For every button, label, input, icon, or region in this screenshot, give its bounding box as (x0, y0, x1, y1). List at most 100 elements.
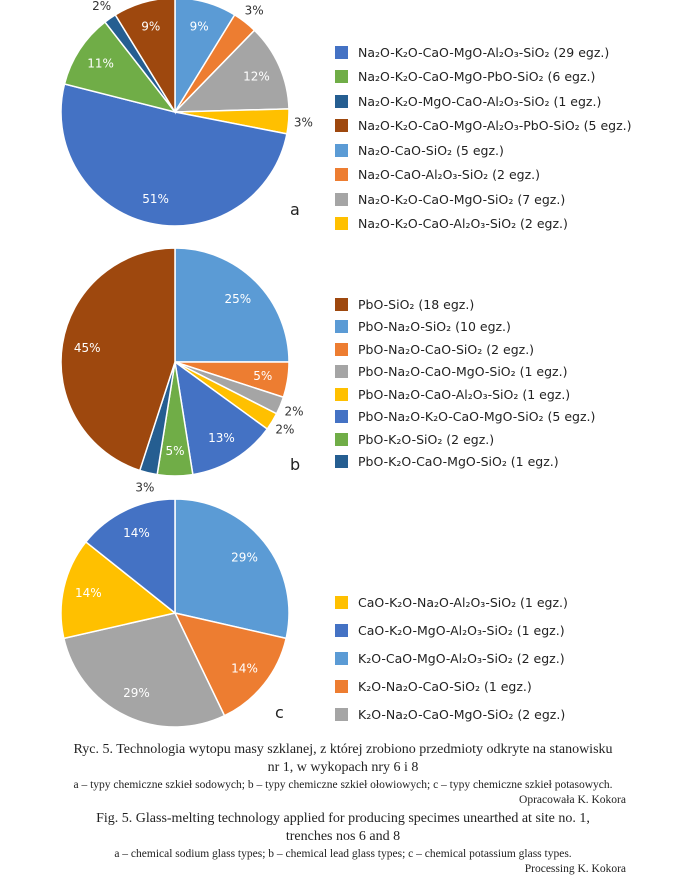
pie-charts: 9% 3% 12% 3% 51% 11% 2% 9% a 25% 5% 2% 2% 13% 5% 3% 45% b… (60, 0, 313, 728)
legend-swatch (335, 387, 348, 401)
legend-item: K₂O-CaO-MgO-Al₂O₃-SiO₂ (2 egz.) (335, 644, 568, 672)
legend-swatch (335, 45, 348, 59)
legend-item: PbO-Na₂O-CaO-SiO₂ (2 egz.) (335, 338, 595, 361)
pie-data-label: 12% (243, 69, 270, 83)
legend-swatch (335, 320, 348, 334)
legend-item: K₂O-Na₂O-CaO-SiO₂ (1 egz.) (335, 672, 568, 700)
legend-label: Na₂O-CaO-Al₂O₃-SiO₂ (2 egz.) (358, 167, 540, 183)
pie-slice (60, 247, 176, 472)
pie-data-label: 5% (253, 369, 272, 383)
pie-slice (62, 612, 226, 728)
pie-data-label: 45% (74, 341, 101, 355)
legend-swatch (335, 342, 348, 356)
legend-label: Na₂O-K₂O-CaO-MgO-PbO-SiO₂ (6 egz.) (358, 69, 596, 85)
legend-item: Na₂O-K₂O-CaO-MgO-PbO-SiO₂ (6 egz.) (335, 65, 632, 90)
legend-label: PbO-Na₂O-CaO-Al₂O₃-SiO₂ (1 egz.) (358, 386, 571, 402)
pie-data-label: 14% (231, 661, 258, 675)
pie-data-label: 5% (165, 444, 184, 458)
legend-item: PbO-Na₂O-SiO₂ (10 egz.) (335, 316, 595, 339)
legend-label: Na₂O-K₂O-CaO-Al₂O₃-SiO₂ (2 egz.) (358, 216, 568, 232)
legend-label: CaO-K₂O-MgO-Al₂O₃-SiO₂ (1 egz.) (358, 622, 565, 638)
caption-pl-credit: Opracowała K. Kokora (519, 794, 626, 806)
legend-b: PbO-SiO₂ (18 egz.) PbO-Na₂O-SiO₂ (10 egz.… (335, 293, 595, 473)
legend-item: PbO-Na₂O-K₂O-CaO-MgO-SiO₂ (5 egz.) (335, 406, 595, 429)
legend-swatch (335, 623, 348, 637)
pie-slice (174, 498, 290, 640)
legend-swatch (335, 707, 348, 721)
legend-label: K₂O-Na₂O-CaO-SiO₂ (1 egz.) (358, 678, 532, 694)
pie-data-label: 51% (142, 192, 169, 206)
legend-label: Na₂O-K₂O-CaO-MgO-Al₂O₃-PbO-SiO₂ (5 egz.) (358, 118, 632, 134)
legend-swatch (335, 651, 348, 665)
caption-pl-title-1: Ryc. 5. Technologia wytopu masy szklanej… (73, 742, 613, 757)
pie-slice (173, 611, 288, 717)
pie-data-label: 29% (123, 686, 150, 700)
pie-slice (173, 29, 290, 113)
pie-slice (60, 83, 288, 227)
legend-item: Na₂O-K₂O-CaO-Al₂O₃-SiO₂ (2 egz.) (335, 212, 632, 237)
legend-swatch (335, 217, 348, 231)
legend-a: Na₂O-K₂O-CaO-MgO-Al₂O₃-SiO₂ (29 egz.) Na₂… (335, 40, 632, 236)
pie-data-label: 11% (87, 56, 114, 70)
panel-label: c (275, 703, 284, 722)
legend-label: PbO-SiO₂ (18 egz.) (358, 296, 475, 312)
legend-swatch (335, 143, 348, 157)
legend-item: Na₂O-K₂O-CaO-MgO-Al₂O₃-SiO₂ (29 egz.) (335, 40, 632, 65)
legend-label: PbO-Na₂O-SiO₂ (10 egz.) (358, 319, 511, 335)
legend-swatch (335, 168, 348, 182)
pie-data-label: 29% (231, 551, 258, 565)
legend-label: Na₂O-K₂O-CaO-MgO-SiO₂ (7 egz.) (358, 191, 566, 207)
pie-data-label: 2% (284, 404, 303, 418)
legend-swatch (335, 94, 348, 108)
pie-data-label: 9% (141, 19, 160, 33)
legend-item: PbO-Na₂O-CaO-MgO-SiO₂ (1 egz.) (335, 361, 595, 384)
legend-swatch (335, 70, 348, 84)
pie-slice (174, 247, 290, 363)
panel-label: b (290, 455, 300, 474)
pie-data-label: 14% (123, 526, 150, 540)
caption-pl-title-2: nr 1, w wykopach nry 6 i 8 (267, 760, 419, 775)
legend-label: PbO-Na₂O-K₂O-CaO-MgO-SiO₂ (5 egz.) (358, 409, 596, 425)
legend-item: PbO-K₂O-SiO₂ (2 egz.) (335, 428, 595, 451)
legend-label: Na₂O-CaO-SiO₂ (5 egz.) (358, 142, 504, 158)
pie-slice (114, 0, 176, 115)
caption-en-title-2: trenches nos 6 and 8 (285, 829, 401, 844)
legend-swatch (335, 119, 348, 133)
legend-swatch (335, 455, 348, 469)
legend-label: Na₂O-K₂O-CaO-MgO-Al₂O₃-SiO₂ (29 egz.) (358, 44, 610, 60)
pie-data-label: 2% (275, 422, 294, 436)
pie-slice (173, 360, 269, 476)
pie-data-label: 14% (75, 586, 102, 600)
legend-item: Na₂O-K₂O-CaO-MgO-SiO₂ (7 egz.) (335, 187, 632, 212)
pie-data-label: 3% (245, 3, 264, 17)
legend-item: K₂O-Na₂O-CaO-MgO-SiO₂ (2 egz.) (335, 700, 568, 728)
legend-label: K₂O-Na₂O-CaO-MgO-SiO₂ (2 egz.) (358, 706, 566, 722)
pie-data-label: 2% (92, 0, 111, 13)
legend-label: PbO-K₂O-SiO₂ (2 egz.) (358, 431, 495, 447)
legend-swatch (335, 297, 348, 311)
pie-slice (60, 540, 177, 640)
pie-data-label: 25% (225, 292, 252, 306)
legend-label: K₂O-CaO-MgO-Al₂O₃-SiO₂ (2 egz.) (358, 650, 565, 666)
caption-en-title-1: Fig. 5. Glass-melting technology applied… (96, 811, 590, 826)
legend-label: PbO-Na₂O-CaO-SiO₂ (2 egz.) (358, 341, 535, 357)
pie-data-label: 3% (135, 480, 154, 494)
caption-en-credit: Processing K. Kokora (524, 863, 626, 875)
legend-item: PbO-Na₂O-CaO-Al₂O₃-SiO₂ (1 egz.) (335, 383, 595, 406)
legend-label: CaO-K₂O-Na₂O-Al₂O₃-SiO₂ (1 egz.) (358, 594, 568, 610)
legend-swatch (335, 679, 348, 693)
legend-item: Na₂O-CaO-SiO₂ (5 egz.) (335, 138, 632, 163)
legend-item: CaO-K₂O-Na₂O-Al₂O₃-SiO₂ (1 egz.) (335, 588, 568, 616)
pie-data-label: 3% (294, 116, 313, 130)
legend-item: Na₂O-K₂O-CaO-MgO-Al₂O₃-PbO-SiO₂ (5 egz.) (335, 114, 632, 139)
panel-label: a (290, 200, 300, 219)
legend-label: PbO-K₂O-CaO-MgO-SiO₂ (1 egz.) (358, 454, 559, 470)
legend-item: PbO-SiO₂ (18 egz.) (335, 293, 595, 316)
legend-swatch (335, 365, 348, 379)
legend-label: PbO-Na₂O-CaO-MgO-SiO₂ (1 egz.) (358, 364, 568, 380)
caption-en-sub: a – chemical sodium glass types; b – che… (114, 848, 572, 860)
legend-swatch (335, 432, 348, 446)
legend-item: PbO-K₂O-CaO-MgO-SiO₂ (1 egz.) (335, 451, 595, 474)
legend-swatch (335, 410, 348, 424)
legend-item: CaO-K₂O-MgO-Al₂O₃-SiO₂ (1 egz.) (335, 616, 568, 644)
